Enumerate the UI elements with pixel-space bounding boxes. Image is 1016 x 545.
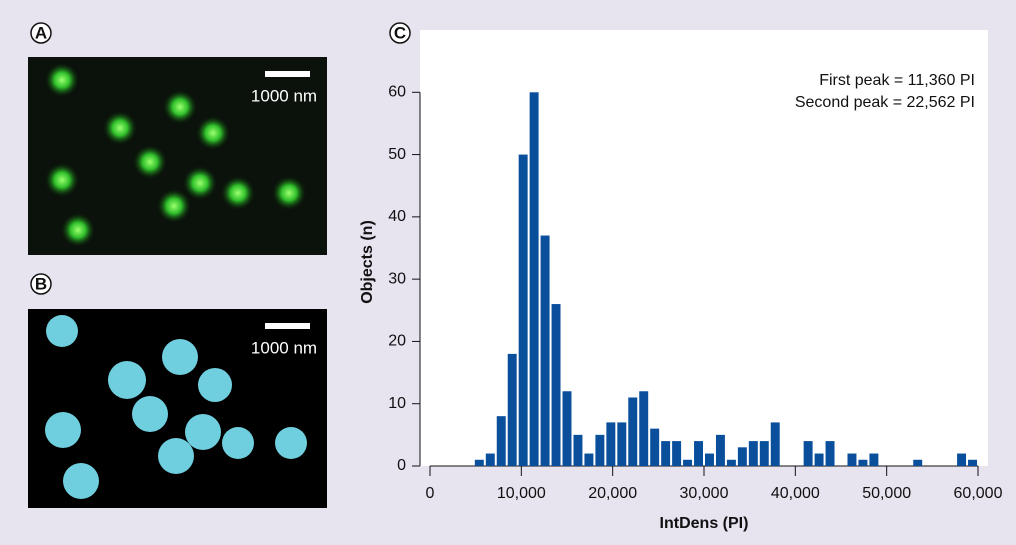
y-tick-label: 20: [388, 333, 406, 350]
bar: [748, 441, 758, 466]
blob: [132, 396, 168, 432]
spot: [45, 163, 79, 197]
bar: [858, 459, 868, 466]
panel-badge: [389, 22, 411, 44]
bar: [694, 441, 703, 466]
annotation: Second peak = 22,562 PI: [795, 94, 975, 111]
annotation: First peak = 11,360 PI: [819, 72, 975, 89]
bar: [496, 416, 506, 466]
blob: [198, 368, 232, 402]
spot: [221, 176, 255, 210]
spots-b: [45, 315, 307, 499]
x-tick-label: 60,000: [954, 485, 1003, 502]
bar: [551, 304, 561, 466]
blob: [222, 427, 254, 459]
bar: [705, 453, 714, 466]
bar: [617, 422, 627, 466]
scale-bar: [265, 323, 310, 329]
bar: [759, 441, 769, 466]
spot: [183, 166, 217, 200]
bar: [957, 453, 967, 466]
x-tick-label: 50,000: [862, 485, 911, 502]
bar: [485, 453, 495, 466]
blob: [275, 427, 307, 459]
scale-label: 1000 nm: [251, 338, 317, 357]
bar: [869, 453, 879, 466]
bar: [968, 459, 977, 466]
spot: [103, 111, 137, 145]
bar: [474, 459, 484, 466]
bar: [562, 391, 572, 466]
bar: [606, 422, 616, 466]
bar: [529, 92, 539, 467]
bar: [683, 459, 693, 466]
blob: [108, 361, 146, 399]
bar: [847, 453, 857, 466]
x-axis-label: IntDens (PI): [660, 515, 749, 532]
y-tick-label: 10: [388, 395, 406, 412]
panel-label: B: [35, 274, 47, 293]
panel-badge: [30, 22, 52, 44]
y-tick-label: 50: [388, 146, 406, 163]
bar: [650, 428, 660, 466]
spot: [45, 63, 79, 97]
bar: [518, 154, 528, 467]
blob: [162, 339, 198, 375]
spot: [157, 189, 191, 223]
x-tick-label: 40,000: [771, 485, 820, 502]
x-tick-label: 0: [426, 485, 435, 502]
bar: [814, 453, 824, 466]
blob: [185, 414, 221, 450]
bar: [628, 397, 638, 466]
blob: [158, 438, 194, 474]
bar: [573, 434, 583, 466]
bar: [661, 441, 671, 466]
spot: [163, 90, 197, 124]
y-tick-label: 40: [388, 208, 406, 225]
spots-a: [45, 63, 306, 247]
scale-bar: [265, 71, 310, 77]
bar: [639, 391, 649, 466]
y-tick-label: 60: [388, 84, 406, 101]
spot: [272, 176, 306, 210]
blob: [45, 412, 81, 448]
y-axis-label: Objects (n): [359, 220, 376, 304]
y-tick-label: 30: [388, 270, 406, 287]
panel-label: A: [35, 23, 47, 42]
panel-label: C: [394, 23, 406, 42]
bar: [770, 422, 780, 466]
blob: [46, 315, 78, 347]
bar: [672, 441, 682, 466]
bar: [726, 459, 736, 466]
bar: [507, 353, 517, 466]
panel-badge: [30, 273, 52, 295]
bar: [737, 447, 747, 466]
blob: [63, 463, 99, 499]
x-tick-label: 30,000: [680, 485, 729, 502]
bar: [540, 235, 550, 466]
y-tick-label: 0: [397, 457, 406, 474]
scale-label: 1000 nm: [251, 86, 317, 105]
bar: [584, 453, 594, 466]
bar: [715, 434, 725, 466]
bar: [913, 459, 923, 466]
spot: [196, 116, 230, 150]
x-tick-label: 20,000: [588, 485, 637, 502]
spot: [133, 145, 167, 179]
spot: [61, 213, 95, 247]
bar: [595, 434, 605, 466]
bar: [825, 441, 835, 466]
x-tick-label: 10,000: [497, 485, 546, 502]
bar: [803, 441, 813, 466]
